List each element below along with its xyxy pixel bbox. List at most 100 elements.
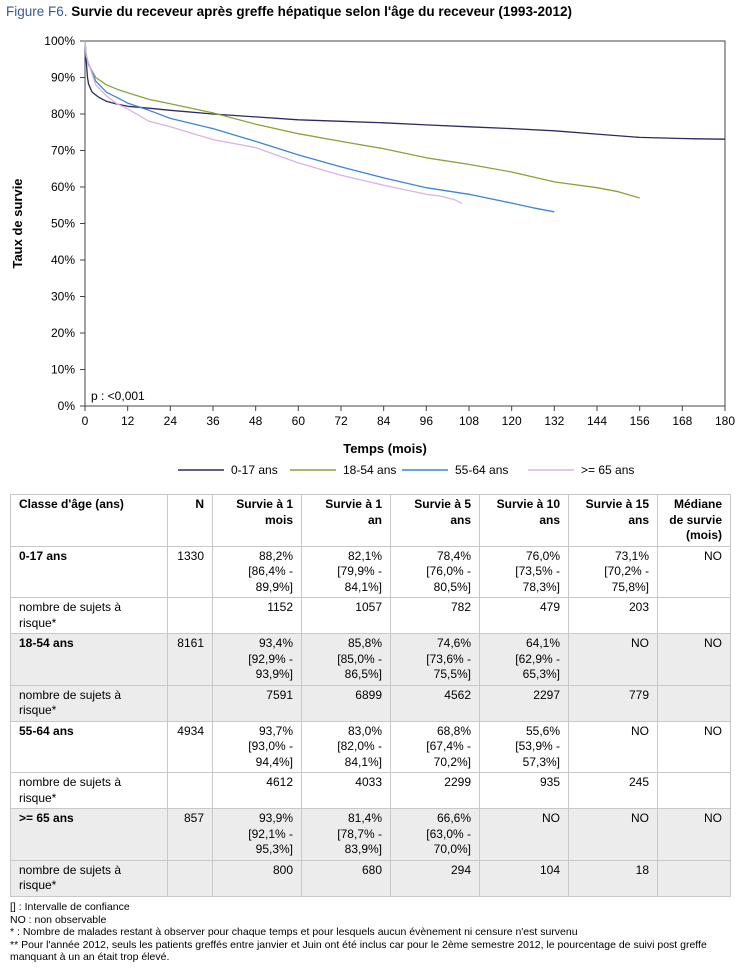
cell-age-class: nombre de sujets à risque* xyxy=(10,684,168,722)
cell-n xyxy=(167,772,213,809)
series-line-18-54-ans xyxy=(84,40,640,199)
figure-title-text: Survie du receveur après greffe hépatiqu… xyxy=(71,4,572,19)
at-risk-row: nombre de sujets à risque* 7591 6899 4562 22… xyxy=(10,684,731,722)
cell-median-survival xyxy=(657,684,731,722)
cell-survival-5-years: 78,4% [76,0% - 80,5%] xyxy=(390,545,480,598)
x-tick-label: 168 xyxy=(672,414,692,428)
cell-n xyxy=(167,684,213,722)
cell-survival-5-years: 2299 xyxy=(390,772,480,809)
header-survival-1-month: Survie à 1 mois xyxy=(212,494,302,547)
cell-median-survival: NO xyxy=(657,545,731,598)
cell-survival-15-years: 203 xyxy=(568,597,658,634)
y-axis-label: Taux de survie xyxy=(10,178,25,268)
cell-survival-15-years: 18 xyxy=(568,859,658,897)
cell-survival-10-years: NO xyxy=(479,808,569,861)
y-tick-label: 0% xyxy=(58,399,76,413)
age-group-row: >= 65 ans 857 93,9% [92,1% - 95,3%] 81,4% [… xyxy=(10,808,731,861)
cell-survival-1-year: 83,0% [82,0% - 84,1%] xyxy=(301,720,391,773)
footnote-ci: [] : Intervalle de confiance xyxy=(10,901,130,913)
cell-age-class: 18-54 ans xyxy=(10,633,168,686)
cell-survival-5-years: 66,6% [63,0% - 70,0%] xyxy=(390,808,480,861)
cell-survival-15-years: NO xyxy=(568,808,658,861)
cell-age-class: nombre de sujets à risque* xyxy=(10,597,168,634)
y-tick-label: 30% xyxy=(51,290,75,304)
cell-age-class: >= 65 ans xyxy=(10,808,168,861)
x-tick-label: 96 xyxy=(420,414,434,428)
cell-survival-1-month: 1152 xyxy=(212,597,302,634)
cell-median-survival: NO xyxy=(657,633,731,686)
header-survival-10-years: Survie à 10 ans xyxy=(479,494,569,547)
p-value-annotation: p : <0,001 xyxy=(91,389,145,403)
cell-median-survival: NO xyxy=(657,720,731,773)
y-tick-label: 70% xyxy=(51,144,75,158)
survival-chart: 0% 10% 20% 30% 40% 50% 60% 70% 80% 90% 100% 0 12 24 36… xyxy=(10,34,735,477)
cell-survival-10-years: 55,6% [53,9% - 57,3%] xyxy=(479,720,569,773)
header-survival-15-years: Survie à 15 ans xyxy=(568,494,658,547)
series-line-55-64-ans xyxy=(84,40,555,213)
figure-title: Figure F6. Survie du receveur après gref… xyxy=(6,4,572,19)
cell-survival-10-years: 935 xyxy=(479,772,569,809)
cell-n: 4934 xyxy=(167,720,213,773)
cell-median-survival xyxy=(657,859,731,897)
cell-survival-1-year: 6899 xyxy=(301,684,391,722)
cell-n: 857 xyxy=(167,808,213,861)
cell-survival-5-years: 4562 xyxy=(390,684,480,722)
at-risk-row: nombre de sujets à risque* 4612 4033 2299 93… xyxy=(10,772,731,809)
x-tick-label: 144 xyxy=(587,414,607,428)
legend-label: 18-54 ans xyxy=(343,463,396,477)
cell-n: 8161 xyxy=(167,633,213,686)
x-tick-label: 156 xyxy=(630,414,650,428)
x-tick-label: 120 xyxy=(502,414,522,428)
x-tick-label: 132 xyxy=(544,414,564,428)
cell-survival-10-years: 76,0% [73,5% - 78,3%] xyxy=(479,545,569,598)
cell-survival-5-years: 74,6% [73,6% - 75,5%] xyxy=(390,633,480,686)
cell-survival-15-years: NO xyxy=(568,633,658,686)
x-axis-label: Temps (mois) xyxy=(343,441,427,456)
plot-frame xyxy=(84,40,726,407)
cell-n xyxy=(167,859,213,897)
cell-survival-10-years: 64,1% [62,9% - 65,3%] xyxy=(479,633,569,686)
header-survival-5-years: Survie à 5 ans xyxy=(390,494,480,547)
cell-survival-1-year: 4033 xyxy=(301,772,391,809)
cell-survival-10-years: 104 xyxy=(479,859,569,897)
cell-survival-1-month: 93,9% [92,1% - 95,3%] xyxy=(212,808,302,861)
cell-median-survival xyxy=(657,772,731,809)
x-tick-label: 36 xyxy=(206,414,220,428)
cell-survival-5-years: 782 xyxy=(390,597,480,634)
x-tick-label: 0 xyxy=(82,414,89,428)
survival-table: Classe d'âge (ans) N Survie à 1 mois Sur… xyxy=(10,494,731,897)
cell-survival-1-year: 82,1% [79,9% - 84,1%] xyxy=(301,545,391,598)
cell-survival-1-month: 93,7% [93,0% - 94,4%] xyxy=(212,720,302,773)
footnote-at-risk: * : Nombre de malades restant à observer… xyxy=(10,926,578,939)
table-body: 0-17 ans 1330 88,2% [86,4% - 89,9%] 82,1% [… xyxy=(10,545,731,897)
legend-label: 0-17 ans xyxy=(231,463,278,477)
age-group-row: 55-64 ans 4934 93,7% [93,0% - 94,4%] 83,0% … xyxy=(10,720,731,773)
y-tick-label: 60% xyxy=(51,180,75,194)
x-tick-label: 48 xyxy=(249,414,263,428)
at-risk-row: nombre de sujets à risque* 1152 1057 782 479… xyxy=(10,597,731,634)
x-tick-label: 12 xyxy=(121,414,135,428)
series-line-0-17-ans xyxy=(84,40,726,140)
cell-survival-1-month: 88,2% [86,4% - 89,9%] xyxy=(212,545,302,598)
cell-survival-15-years: NO xyxy=(568,720,658,773)
cell-survival-1-year: 1057 xyxy=(301,597,391,634)
x-tick-label: 24 xyxy=(164,414,178,428)
y-tick-label: 20% xyxy=(51,326,75,340)
cell-survival-15-years: 779 xyxy=(568,684,658,722)
cell-survival-1-year: 85,8% [85,0% - 86,5%] xyxy=(301,633,391,686)
y-tick-label: 100% xyxy=(44,34,75,48)
cell-survival-5-years: 294 xyxy=(390,859,480,897)
age-group-row: 0-17 ans 1330 88,2% [86,4% - 89,9%] 82,1% [… xyxy=(10,545,731,598)
cell-n: 1330 xyxy=(167,545,213,598)
header-survival-1-year: Survie à 1 an xyxy=(301,494,391,547)
footnote-2012: ** Pour l'année 2012, seuls les patients… xyxy=(10,938,707,964)
x-tick-label: 72 xyxy=(334,414,348,428)
age-group-row: 18-54 ans 8161 93,4% [92,9% - 93,9%] 85,8% … xyxy=(10,633,731,686)
cell-survival-5-years: 68,8% [67,4% - 70,2%] xyxy=(390,720,480,773)
legend-label: >= 65 ans xyxy=(581,463,634,477)
series-line-65-ans xyxy=(84,40,463,204)
cell-survival-1-month: 4612 xyxy=(212,772,302,809)
cell-survival-1-month: 93,4% [92,9% - 93,9%] xyxy=(212,633,302,686)
x-tick-label: 60 xyxy=(292,414,306,428)
cell-median-survival: NO xyxy=(657,808,731,861)
